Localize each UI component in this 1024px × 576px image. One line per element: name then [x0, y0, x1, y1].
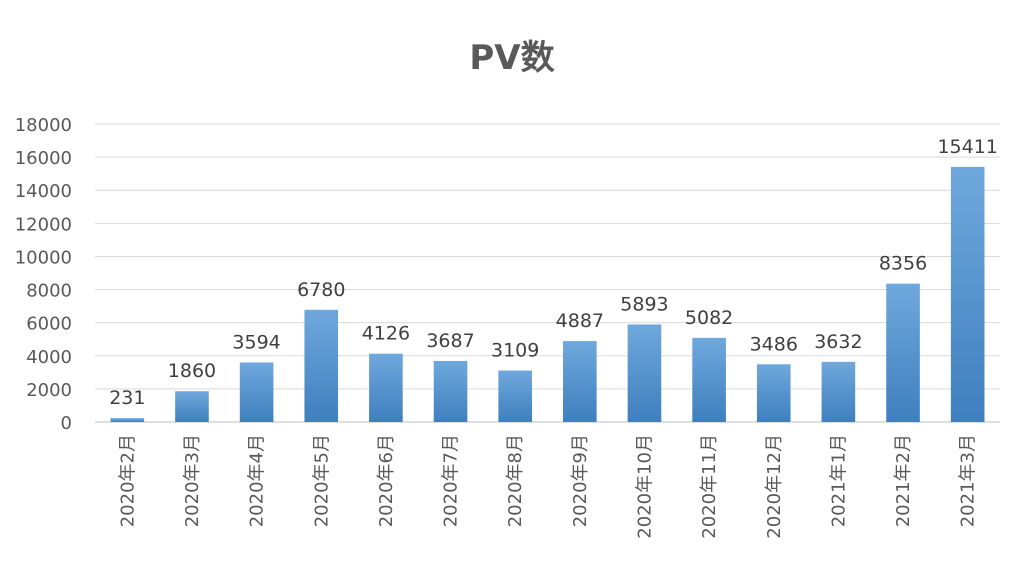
y-axis-ticks: 0 2000 4000 6000 8000 10000 12000 14000 16000 180…	[15, 115, 72, 434]
data-label: 5893	[620, 293, 668, 315]
bar	[692, 337, 726, 422]
bar	[950, 166, 985, 422]
y-tick-label: 4000	[26, 347, 72, 368]
y-tick-label: 18000	[15, 115, 72, 136]
data-label: 4126	[362, 323, 410, 345]
y-tick-label: 12000	[15, 214, 72, 235]
data-labels: 231 1860 3594 6780 4126 3687 3109 4887 5893 5082 3…	[109, 136, 998, 409]
data-label: 15411	[937, 136, 997, 158]
data-label: 8356	[879, 253, 927, 275]
x-tick-label: 2020年12月	[764, 434, 785, 539]
bar	[498, 370, 532, 422]
x-tick-label: 2020年10月	[634, 434, 655, 539]
bar	[110, 418, 145, 422]
bar	[369, 353, 403, 422]
x-tick-label: 2021年1月	[828, 434, 849, 527]
x-tick-label: 2020年5月	[311, 434, 332, 527]
bar	[821, 361, 856, 422]
data-label: 3632	[814, 331, 862, 353]
data-label: 6780	[297, 279, 345, 301]
x-tick-label: 2021年3月	[958, 434, 979, 527]
bars	[110, 166, 985, 422]
x-tick-label: 2020年6月	[376, 434, 397, 527]
x-tick-label: 2021年2月	[893, 434, 914, 527]
bar	[239, 362, 274, 422]
bar	[175, 391, 209, 422]
data-label: 3109	[491, 340, 539, 362]
bar	[627, 324, 662, 422]
x-tick-label: 2020年11月	[699, 434, 720, 539]
y-tick-label: 14000	[15, 181, 72, 202]
bar	[304, 309, 339, 422]
data-label: 3594	[232, 331, 280, 353]
y-tick-label: 6000	[26, 314, 72, 335]
x-tick-label: 2020年4月	[247, 434, 268, 527]
y-tick-label: 0	[61, 413, 72, 434]
x-tick-label: 2020年2月	[117, 434, 138, 527]
data-label: 3486	[750, 333, 798, 355]
x-axis-ticks: 2020年2月 2020年3月 2020年4月 2020年5月 2020年6月 2020年…	[117, 434, 978, 539]
x-tick-label: 2020年7月	[441, 434, 462, 527]
y-tick-label: 10000	[15, 247, 72, 268]
bar	[563, 341, 597, 422]
data-label: 5082	[685, 307, 733, 329]
data-label: 231	[109, 387, 145, 409]
y-tick-label: 8000	[26, 281, 72, 302]
x-tick-label: 2020年8月	[505, 434, 526, 527]
data-label: 1860	[168, 360, 216, 382]
bar	[433, 360, 468, 422]
data-label: 3687	[426, 330, 474, 352]
y-tick-label: 2000	[26, 380, 72, 401]
y-tick-label: 16000	[15, 148, 72, 169]
gridlines	[95, 123, 1000, 423]
chart-title: PV数	[469, 38, 555, 78]
bar	[756, 364, 791, 422]
bar	[886, 283, 920, 422]
x-tick-label: 2020年3月	[182, 434, 203, 527]
data-label: 4887	[556, 310, 604, 332]
x-tick-label: 2020年9月	[570, 434, 591, 527]
